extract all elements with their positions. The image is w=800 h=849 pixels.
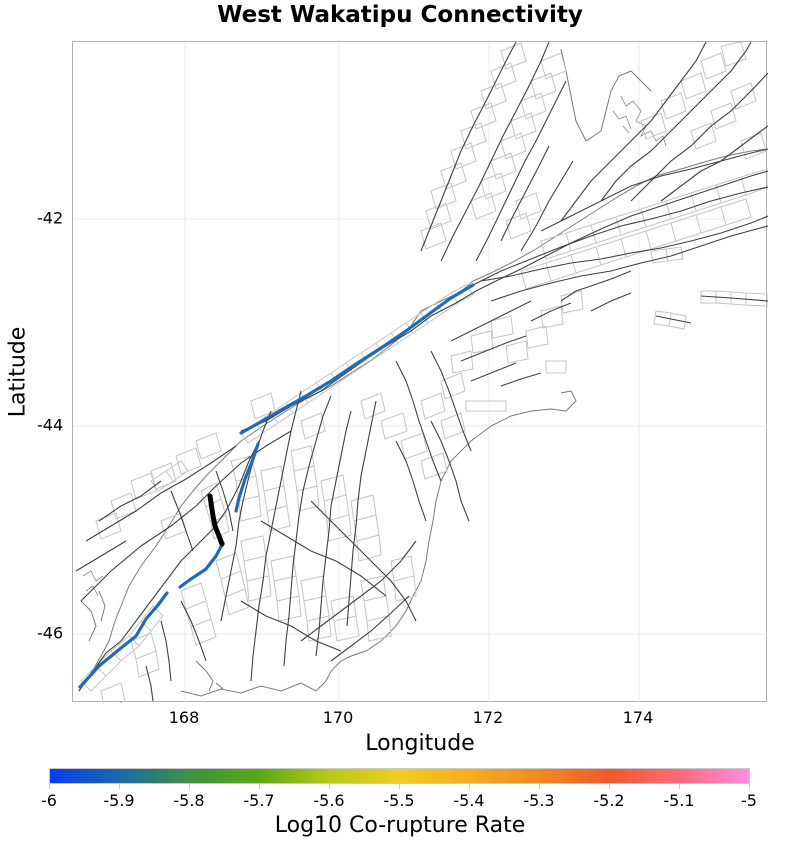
colorbar-tick-mark [469, 784, 470, 789]
colorbar-tick-mark [399, 784, 400, 789]
y-tick-minus44: -44 [37, 415, 64, 435]
colorbar-tick-label: -5.4 [453, 791, 485, 810]
colorbar-tick-label: -5.3 [523, 791, 555, 810]
fault-subsections [80, 42, 768, 703]
colorbar-tick-mark [749, 784, 750, 789]
colorbar-tick-label: -5.7 [243, 791, 275, 810]
alpine-fault-south [78, 591, 169, 689]
colorbar-tick-label: -5.9 [103, 791, 135, 810]
y-tick-minus46: -46 [37, 623, 64, 643]
colorbar-tick-mark [49, 784, 50, 789]
colorbar-tick-mark [119, 784, 120, 789]
colorbar-tick-mark [539, 784, 540, 789]
colorbar-tick-mark [609, 784, 610, 789]
gridlines [73, 42, 768, 703]
x-tick-168: 168 [168, 708, 200, 727]
colorbar-tick-label: -5.6 [313, 791, 345, 810]
colorbar-tick-mark [329, 784, 330, 789]
colorbar-label: Log10 Co-rupture Rate [274, 813, 526, 838]
adjacent-fault [234, 442, 260, 513]
fault-map [73, 42, 768, 703]
colorbar-tick-mark [189, 784, 190, 789]
colorbar-tick-label: -5.2 [593, 791, 625, 810]
colorbar-tick-label: -6 [41, 791, 57, 810]
x-axis-label: Longitude [365, 731, 475, 756]
colorbar-tick-label: -5.8 [173, 791, 205, 810]
alpine-fault-central [178, 541, 225, 589]
y-tick-minus42: -42 [37, 208, 64, 228]
west-wakatipu-fault [207, 493, 225, 547]
x-tick-174: 174 [622, 708, 654, 727]
x-tick-170: 170 [322, 708, 354, 727]
colorbar-tick-mark [679, 784, 680, 789]
colorbar-tick-mark [259, 784, 260, 789]
colorbar [49, 768, 750, 784]
sounds-detail [82, 95, 667, 597]
fault-traces [75, 42, 768, 702]
colorbar-tick-label: -5 [741, 791, 757, 810]
map-plot-area[interactable] [72, 41, 768, 703]
y-axis-label: Latitude [5, 326, 31, 418]
co-rupture-faults [78, 283, 475, 689]
chart-title: West Wakatipu Connectivity [217, 2, 583, 28]
x-tick-172: 172 [472, 708, 504, 727]
colorbar-tick-label: -5.5 [383, 791, 415, 810]
alpine-fault-north [239, 283, 475, 435]
colorbar-tick-label: -5.1 [663, 791, 695, 810]
coastline [78, 48, 768, 697]
